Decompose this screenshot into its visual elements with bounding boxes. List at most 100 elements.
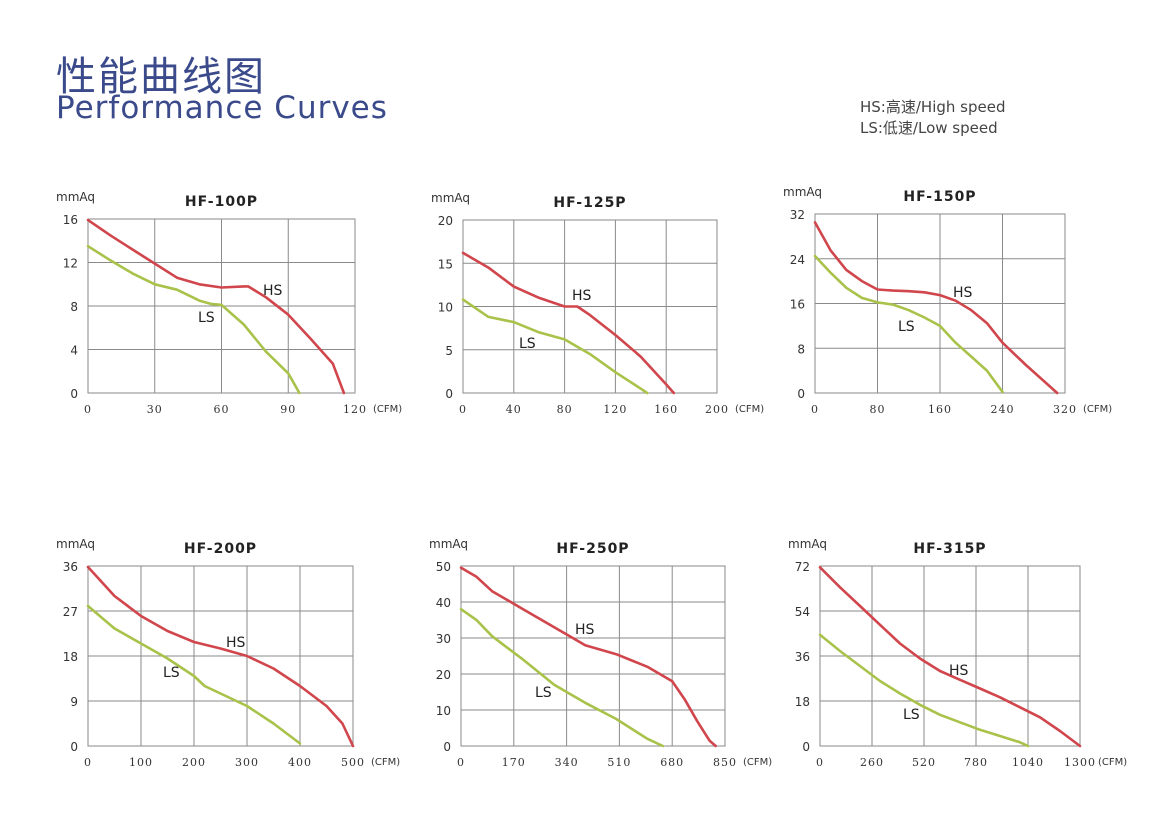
x-tick-label: 40 [506, 403, 522, 416]
x-tick-label: 320 [1053, 403, 1077, 416]
y-tick-label: 40 [436, 596, 451, 610]
x-tick-label: 1300 [1064, 756, 1096, 769]
y-tick-label: 16 [790, 298, 805, 312]
hs-curve [813, 221, 1059, 395]
ls-curve [813, 254, 1004, 394]
x-tick-label: 520 [912, 756, 936, 769]
chart-title: HF-250P [556, 541, 629, 557]
chart-title: HF-125P [553, 195, 626, 211]
x-tick-label: 240 [991, 403, 1015, 416]
y-tick-label: 0 [443, 740, 451, 754]
x-tick-label: 0 [84, 756, 92, 769]
legend-ls: LS:低速/Low speed [860, 119, 998, 137]
x-tick-label: 60 [214, 403, 230, 416]
x-tick-label: 0 [459, 403, 467, 416]
x-tick-label: 80 [557, 403, 573, 416]
y-tick-label: 8 [70, 300, 78, 314]
x-tick-label: 80 [870, 403, 886, 416]
y-tick-label: 20 [438, 214, 453, 228]
y-axis-label: mmAq [429, 537, 468, 551]
hs-curve-label: HS [226, 635, 246, 651]
y-tick-label: 8 [797, 342, 805, 356]
x-tick-label: 260 [860, 756, 884, 769]
ls-curve-label: LS [535, 685, 552, 701]
y-tick-label: 5 [445, 344, 453, 358]
x-axis-label: (CFM) [735, 404, 764, 415]
x-axis-label: (CFM) [373, 404, 402, 415]
chart-title: HF-315P [913, 541, 986, 557]
page-title-cn: 性能曲线图 [56, 54, 266, 100]
y-tick-label: 12 [63, 257, 78, 271]
ls-curve-label: LS [198, 310, 215, 326]
y-tick-label: 18 [63, 650, 78, 664]
x-tick-label: 0 [811, 403, 819, 416]
chart-title: HF-100P [185, 194, 258, 210]
y-tick-label: 27 [63, 605, 78, 619]
x-tick-label: 510 [607, 756, 631, 769]
x-tick-label: 100 [129, 756, 153, 769]
y-tick-label: 50 [436, 560, 451, 574]
ls-curve [86, 604, 302, 745]
y-tick-label: 0 [70, 387, 78, 401]
x-tick-label: 780 [964, 756, 988, 769]
hs-curve [86, 218, 346, 395]
y-axis-label: mmAq [783, 185, 822, 199]
y-tick-label: 10 [436, 704, 451, 718]
chart-title: HF-150P [903, 189, 976, 205]
ls-curve-label: LS [163, 665, 180, 681]
x-tick-label: 120 [603, 403, 627, 416]
y-axis-label: mmAq [788, 537, 827, 551]
x-tick-label: 850 [713, 756, 737, 769]
x-tick-label: 0 [816, 756, 824, 769]
y-tick-label: 36 [795, 650, 810, 664]
x-axis-label: (CFM) [1083, 404, 1112, 415]
hs-curve-label: HS [949, 663, 969, 679]
x-tick-label: 680 [660, 756, 684, 769]
ls-curve-label: LS [898, 319, 915, 335]
x-tick-label: 200 [182, 756, 206, 769]
chart-title: HF-200P [184, 541, 257, 557]
x-tick-label: 160 [654, 403, 678, 416]
y-tick-label: 0 [802, 740, 810, 754]
ls-curve [86, 244, 301, 395]
x-tick-label: 1040 [1012, 756, 1044, 769]
y-tick-label: 0 [445, 387, 453, 401]
x-tick-label: 300 [235, 756, 259, 769]
x-tick-label: 0 [457, 756, 465, 769]
hs-curve-label: HS [575, 622, 595, 638]
y-tick-label: 9 [70, 695, 78, 709]
page-title-en: Performance Curves [56, 90, 388, 126]
x-tick-label: 200 [705, 403, 729, 416]
y-axis-label: mmAq [56, 537, 95, 551]
x-tick-label: 120 [343, 403, 367, 416]
x-tick-label: 400 [288, 756, 312, 769]
x-axis-label: (CFM) [371, 757, 400, 768]
ls-curve-label: LS [519, 336, 536, 352]
y-tick-label: 32 [790, 208, 805, 222]
y-tick-label: 54 [795, 605, 810, 619]
y-tick-label: 0 [70, 740, 78, 754]
hs-curve-label: HS [572, 288, 592, 304]
ls-curve [461, 298, 649, 395]
x-axis-label: (CFM) [743, 757, 772, 768]
hs-curve [461, 251, 676, 395]
hs-curve-label: HS [953, 285, 973, 301]
hs-curve-label: HS [263, 283, 283, 299]
x-tick-label: 30 [147, 403, 163, 416]
legend: HS:高速/High speed LS:低速/Low speed [860, 97, 1005, 139]
y-axis-label: mmAq [56, 190, 95, 204]
hs-curve [86, 565, 355, 748]
x-tick-label: 170 [502, 756, 526, 769]
y-tick-label: 36 [63, 560, 78, 574]
y-tick-label: 24 [790, 253, 805, 267]
y-axis-label: mmAq [431, 191, 470, 205]
legend-hs: HS:高速/High speed [860, 98, 1006, 116]
y-tick-label: 0 [797, 387, 805, 401]
y-tick-label: 15 [438, 257, 453, 271]
plot-frame [460, 565, 726, 747]
ls-curve [459, 607, 665, 748]
y-tick-label: 4 [70, 344, 78, 358]
x-tick-label: 0 [84, 403, 92, 416]
ls-curve-label: LS [903, 707, 920, 723]
